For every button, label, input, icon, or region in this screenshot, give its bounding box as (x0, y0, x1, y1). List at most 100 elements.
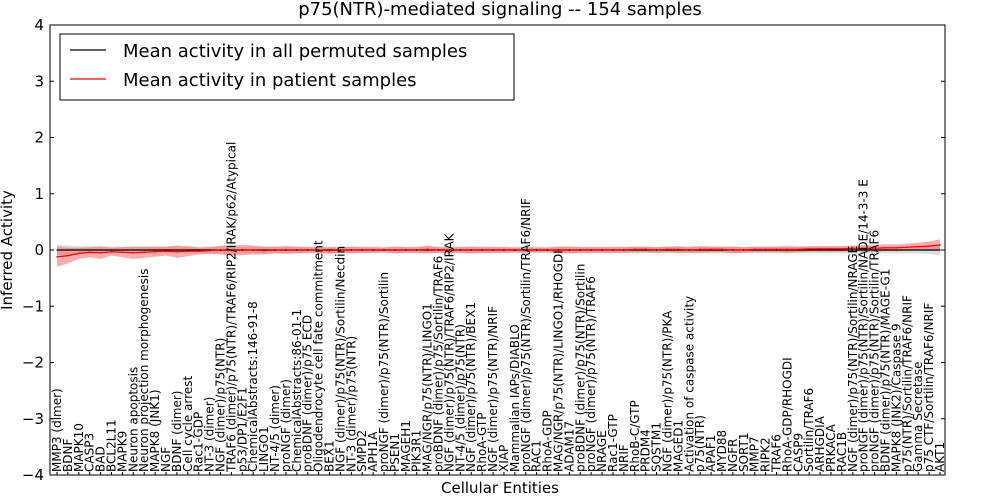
patient-point (99, 252, 102, 254)
patient-point (939, 244, 941, 246)
patient-point (197, 250, 200, 252)
permuted-point (895, 249, 897, 251)
permuted-point (285, 249, 287, 251)
patient-point (56, 255, 58, 258)
patient-point (187, 250, 189, 252)
x-tick-label: proNGF (dimer)/p75(NTR)/TRAF6 (584, 276, 598, 472)
permuted-point (863, 249, 865, 251)
permuted-point (873, 249, 876, 251)
permuted-point (416, 249, 418, 251)
y-tick-label: −1 (22, 297, 44, 315)
x-tick-label: RhoB-C/GTP (628, 400, 642, 472)
x-tick-label: SORT1 (737, 433, 751, 473)
x-tick-label: NRIF (617, 444, 631, 472)
x-tick-label: Sortilin/TRAF6 (802, 388, 816, 472)
y-tick-label: 3 (34, 72, 44, 90)
x-tick-label: MAPK8 (JNK1) (148, 390, 162, 473)
legend-box (59, 33, 515, 101)
permuted-point (394, 249, 396, 251)
y-tick-label: 4 (34, 16, 44, 34)
permuted-point (721, 249, 723, 251)
x-tick-label: proNGF (dimer)/p75(NTR)/Sortilin/TRAF6 (868, 230, 882, 472)
patient-point (88, 251, 91, 254)
x-tick-label: NGF (dimer)/p75(NTR) (214, 338, 228, 472)
patient-spread-band (57, 239, 940, 267)
legend-label-permuted: Mean activity in all permuted samples (123, 41, 467, 62)
permuted-point (666, 249, 669, 251)
x-tick-label: MAG/NGR/p75(NTR)/LINGO1 (421, 303, 435, 472)
permuted-point (786, 249, 788, 251)
patient-point (110, 250, 113, 253)
x-tick-label: RhoA-GDP/RHOGDI (780, 357, 794, 472)
permuted-point (241, 249, 243, 251)
x-tick-label: NGF (159, 447, 173, 472)
x-tick-label: ChemicalAbstracts:146-91-8 (246, 301, 260, 472)
permuted-point (219, 249, 222, 251)
patient-point (67, 254, 69, 257)
patient-point (176, 250, 178, 253)
patient-point (873, 247, 876, 250)
permuted-point (699, 249, 701, 251)
x-tick-label: NT-4/5 (dimer) (268, 385, 282, 472)
patient-point (132, 252, 135, 254)
permuted-point (383, 249, 385, 251)
x-tick-label: XIAP (497, 445, 511, 472)
permuted-point (536, 249, 538, 251)
permuted-point (655, 249, 658, 251)
x-tick-label: Cell cycle arrest (181, 376, 195, 472)
x-tick-label: p53/DP1/E2F1 (235, 387, 249, 472)
permuted-point (56, 249, 58, 251)
patient-point (895, 246, 898, 249)
permuted-point (252, 249, 254, 251)
x-tick-label: MAPK10 (72, 423, 86, 472)
x-tick-label: BDNF (61, 439, 75, 472)
patient-point (851, 247, 854, 250)
permuted-point (743, 249, 745, 251)
x-tick-label: p75(NTR) (693, 415, 707, 472)
x-tick-label: MMP7 (748, 436, 762, 472)
x-tick-label: RAC1 (530, 440, 544, 472)
permuted-point (459, 249, 461, 251)
x-tick-label: RhoA-GDP (541, 410, 555, 472)
x-tick-label: proNGF (dimer)/p75(NTR)/Sortilin (377, 272, 391, 472)
permuted-point (754, 249, 756, 251)
x-tick-label: RhoA-GTP (475, 413, 489, 472)
permuted-point (928, 249, 930, 251)
x-tick-label: AKT1 (933, 442, 947, 472)
x-tick-label: SMPD2 (355, 430, 369, 472)
permuted-point (525, 249, 527, 251)
permuted-point (601, 249, 603, 251)
y-tick-label: −2 (22, 354, 44, 372)
x-tick-label: proBDNF (dimer)/p75/Sortilin/TRAF6 (432, 256, 446, 472)
permuted-point (939, 249, 941, 251)
patient-point (819, 248, 821, 250)
patient-point (862, 247, 865, 250)
legend: Mean activity in all permuted samples Me… (59, 33, 515, 101)
permuted-point (154, 249, 156, 251)
permuted-point (797, 249, 799, 251)
x-axis-label: Cellular Entities (441, 479, 559, 497)
x-tick-label: NGFR (726, 438, 740, 472)
x-tick-label: NT-3 (dimer) (203, 397, 217, 472)
permuted-point (677, 249, 679, 251)
permuted-point (372, 249, 374, 251)
permuted-point (296, 249, 298, 251)
permuted-point (110, 249, 113, 251)
permuted-point (481, 249, 483, 251)
x-tick-label: APH1A (366, 431, 380, 472)
patient-point (830, 248, 832, 250)
x-tick-label: MAG/NGR/p75(NTR)/LINGO1/RHOGDI (552, 250, 566, 472)
patient-point (154, 250, 156, 253)
permuted-point (841, 249, 843, 251)
x-tick-label: NGF (dimer)/p75(NTR)/PKA (661, 310, 675, 472)
x-tick-label: TRAF6 (dimer)/p75(NTR)/TRAF6/RIP2/IRAK/p… (224, 142, 238, 473)
patient-mean-line (56, 244, 941, 258)
x-tick-label: MAPK9 (115, 431, 129, 472)
permuted-point (350, 249, 352, 251)
y-tick-label: 0 (34, 241, 44, 259)
patient-point (121, 251, 124, 254)
permuted-point (568, 249, 570, 251)
x-tick-label: BDNF (dimer) (170, 391, 184, 473)
permuted-point (274, 249, 276, 251)
